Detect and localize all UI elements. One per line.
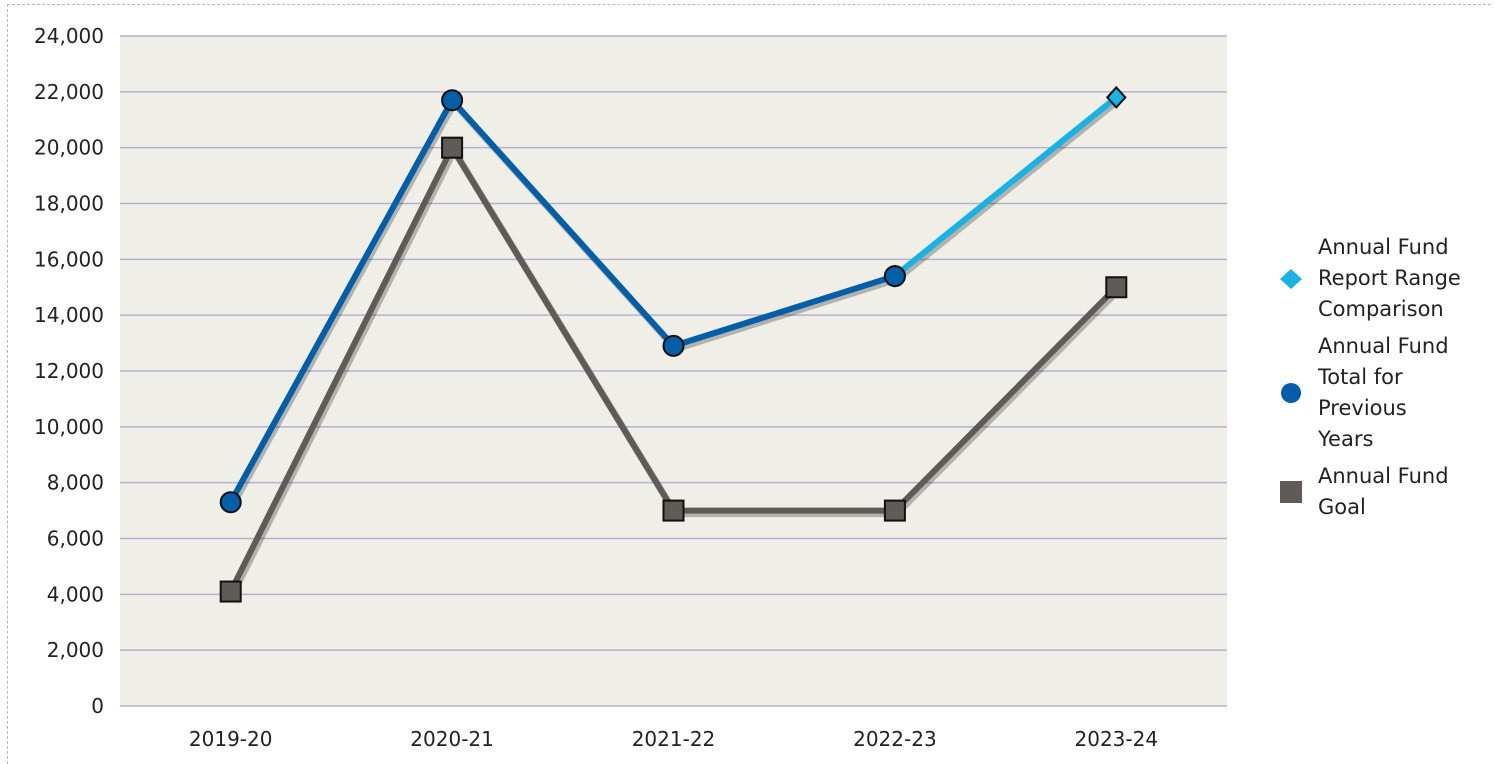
circle-marker-icon <box>1276 381 1306 405</box>
previous-years-total-point <box>219 491 242 514</box>
y-tick-label: 12,000 <box>34 359 104 383</box>
previous-years-total-line <box>227 97 898 506</box>
y-tick-label: 6,000 <box>47 527 104 551</box>
chart-frame <box>7 4 1491 764</box>
legend-label: Annual Fund Total for Previous Years <box>1318 331 1488 455</box>
x-tick-label: 2020-21 <box>410 727 494 751</box>
fund-goal-point <box>441 136 464 159</box>
legend-label-line: Report Range <box>1318 266 1461 290</box>
diamond-marker-icon <box>1276 267 1306 291</box>
y-tick-label: 8,000 <box>47 471 104 495</box>
fund-goal-point <box>1105 276 1128 299</box>
legend-label-line: Total for <box>1318 365 1403 389</box>
y-tick-label: 18,000 <box>34 192 104 216</box>
x-tick-label: 2021-22 <box>632 727 716 751</box>
report-range-comparison-line <box>891 94 1120 280</box>
y-tick-label: 20,000 <box>34 136 104 160</box>
legend-label-line: Annual Fund <box>1318 464 1449 488</box>
x-tick-label: 2023-24 <box>1075 727 1159 751</box>
y-tick-label: 24,000 <box>34 24 104 48</box>
legend-item-report-range[interactable]: Annual Fund Report Range Comparison <box>1276 232 1491 325</box>
legend-label: Annual Fund Report Range Comparison <box>1318 232 1488 325</box>
legend-label-line: Goal <box>1318 495 1366 519</box>
legend-item-previous-years[interactable]: Annual Fund Total for Previous Years <box>1276 331 1491 455</box>
square-marker-icon <box>1276 480 1306 504</box>
report-range-comparison-line-shadow <box>894 97 1121 282</box>
fund-goal-point <box>662 499 685 522</box>
y-tick-label: 14,000 <box>34 303 104 327</box>
x-tick-label: 2019-20 <box>189 727 273 751</box>
y-tick-label: 10,000 <box>34 415 104 439</box>
legend: Annual Fund Report Range Comparison Annu… <box>1276 232 1491 529</box>
legend-label-line: Years <box>1318 427 1374 451</box>
y-tick-label: 4,000 <box>47 582 104 606</box>
y-tick-label: 16,000 <box>34 247 104 271</box>
previous-years-total-point <box>662 334 685 357</box>
report-range-comparison-point <box>1105 85 1127 109</box>
fund-goal-point <box>883 499 906 522</box>
y-tick-label: 22,000 <box>34 80 104 104</box>
legend-label-line: Annual Fund <box>1318 235 1449 259</box>
x-tick-label: 2022-23 <box>853 727 937 751</box>
y-tick-label: 0 <box>91 694 104 718</box>
legend-label: Annual Fund Goal <box>1318 461 1488 523</box>
legend-label-line: Comparison <box>1318 297 1444 321</box>
legend-item-goal[interactable]: Annual Fund Goal <box>1276 461 1491 523</box>
line-chart: 0 2,000 4,000 6,000 8,000 10,000 12,000 14,000 1… <box>34 24 1227 751</box>
fund-goal-point <box>219 580 242 603</box>
y-tick-label: 2,000 <box>47 638 104 662</box>
legend-label-line: Annual Fund <box>1318 334 1449 358</box>
previous-years-total-point <box>441 89 464 112</box>
previous-years-total-point <box>883 265 906 288</box>
legend-label-line: Previous <box>1318 396 1407 420</box>
